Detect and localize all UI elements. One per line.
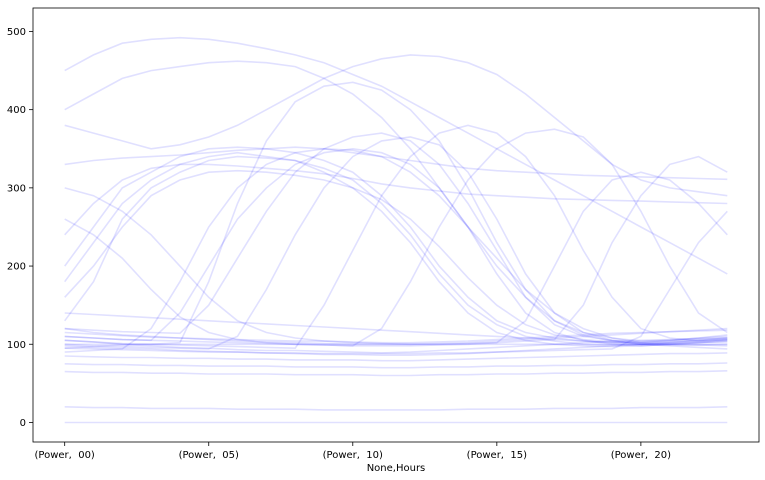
series-line — [64, 124, 728, 350]
y-tick-label: 100 — [7, 340, 26, 351]
series-line — [64, 147, 728, 347]
series-line — [64, 136, 728, 350]
series-layer — [64, 36, 728, 424]
series-line — [64, 81, 728, 349]
y-tick-label: 200 — [7, 262, 26, 273]
y-tick-label: 500 — [7, 27, 26, 38]
x-tick-label: (Power, 20) — [611, 450, 671, 461]
series-line — [64, 341, 728, 357]
series-line — [64, 352, 728, 362]
series-line — [64, 169, 728, 344]
plot-frame — [32, 7, 760, 443]
series-line — [64, 312, 728, 350]
y-tick-label: 300 — [7, 183, 26, 194]
series-line — [64, 362, 728, 369]
series-line — [64, 147, 728, 353]
series-line — [64, 155, 728, 347]
series-line — [64, 60, 728, 342]
x-tick-label: (Power, 15) — [467, 450, 527, 461]
x-tick-label: (Power, 10) — [323, 450, 383, 461]
x-axis-label: None,Hours — [367, 463, 426, 474]
series-line — [64, 128, 728, 347]
series-line — [64, 337, 728, 354]
series-line — [64, 327, 728, 346]
series-line — [64, 406, 728, 411]
series-line — [64, 146, 728, 181]
series-line — [64, 54, 728, 197]
series-line — [64, 155, 728, 346]
series-line — [64, 329, 728, 344]
x-axis: (Power, 00) (Power, 05) (Power, 10) (Power,… — [35, 442, 671, 461]
y-tick-label: 400 — [7, 105, 26, 116]
plot-background — [33, 8, 759, 442]
series-line — [64, 36, 728, 275]
series-line — [64, 163, 728, 236]
series-line — [64, 132, 728, 344]
x-tick-label: (Power, 00) — [35, 450, 95, 461]
series-line — [64, 151, 728, 348]
series-line — [64, 146, 728, 344]
series-line — [64, 210, 728, 355]
x-tick-label: (Power, 05) — [179, 450, 239, 461]
series-line — [64, 171, 728, 346]
series-line — [64, 370, 728, 377]
y-tick-label: 0 — [20, 418, 26, 429]
y-axis: 0 100 200 300 400 500 — [7, 27, 33, 429]
